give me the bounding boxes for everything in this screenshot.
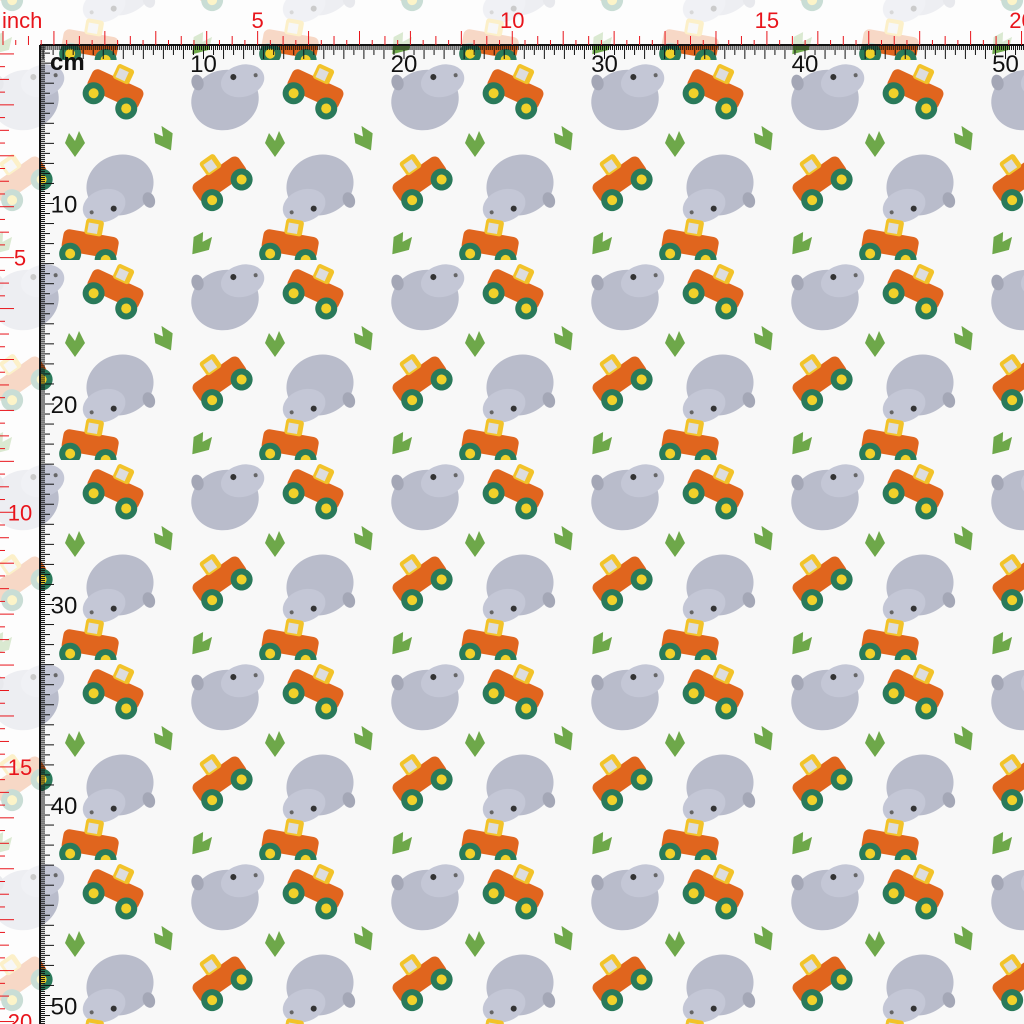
top-inch-label: 15 [755, 8, 779, 33]
top-cm-label: 40 [792, 51, 819, 78]
left-cm-label: 30 [51, 593, 78, 620]
top-cm-label: 30 [591, 51, 618, 78]
ruler-ticks [0, 31, 1024, 1024]
top-inch-label: 5 [252, 8, 264, 33]
left-cm-label: 20 [51, 392, 78, 419]
left-inch-label: 20 [8, 1010, 32, 1024]
top-cm-label: 20 [391, 51, 418, 78]
cm-unit: cm [50, 49, 85, 76]
top-cm-label: 10 [190, 51, 217, 78]
left-cm-label: 10 [51, 192, 78, 219]
top-inch-label: 10 [500, 8, 524, 33]
top-inch-label: 20 [1009, 8, 1024, 33]
left-inch-label: 10 [8, 500, 32, 525]
left-inch-label: 5 [14, 246, 26, 271]
left-ruler [0, 45, 40, 1024]
left-cm-label: 40 [51, 793, 78, 820]
left-cm-label: 50 [51, 994, 78, 1021]
inch-unit: inch [2, 8, 42, 33]
left-inch-label: 15 [8, 755, 32, 780]
top-cm-label: 50 [992, 51, 1019, 78]
